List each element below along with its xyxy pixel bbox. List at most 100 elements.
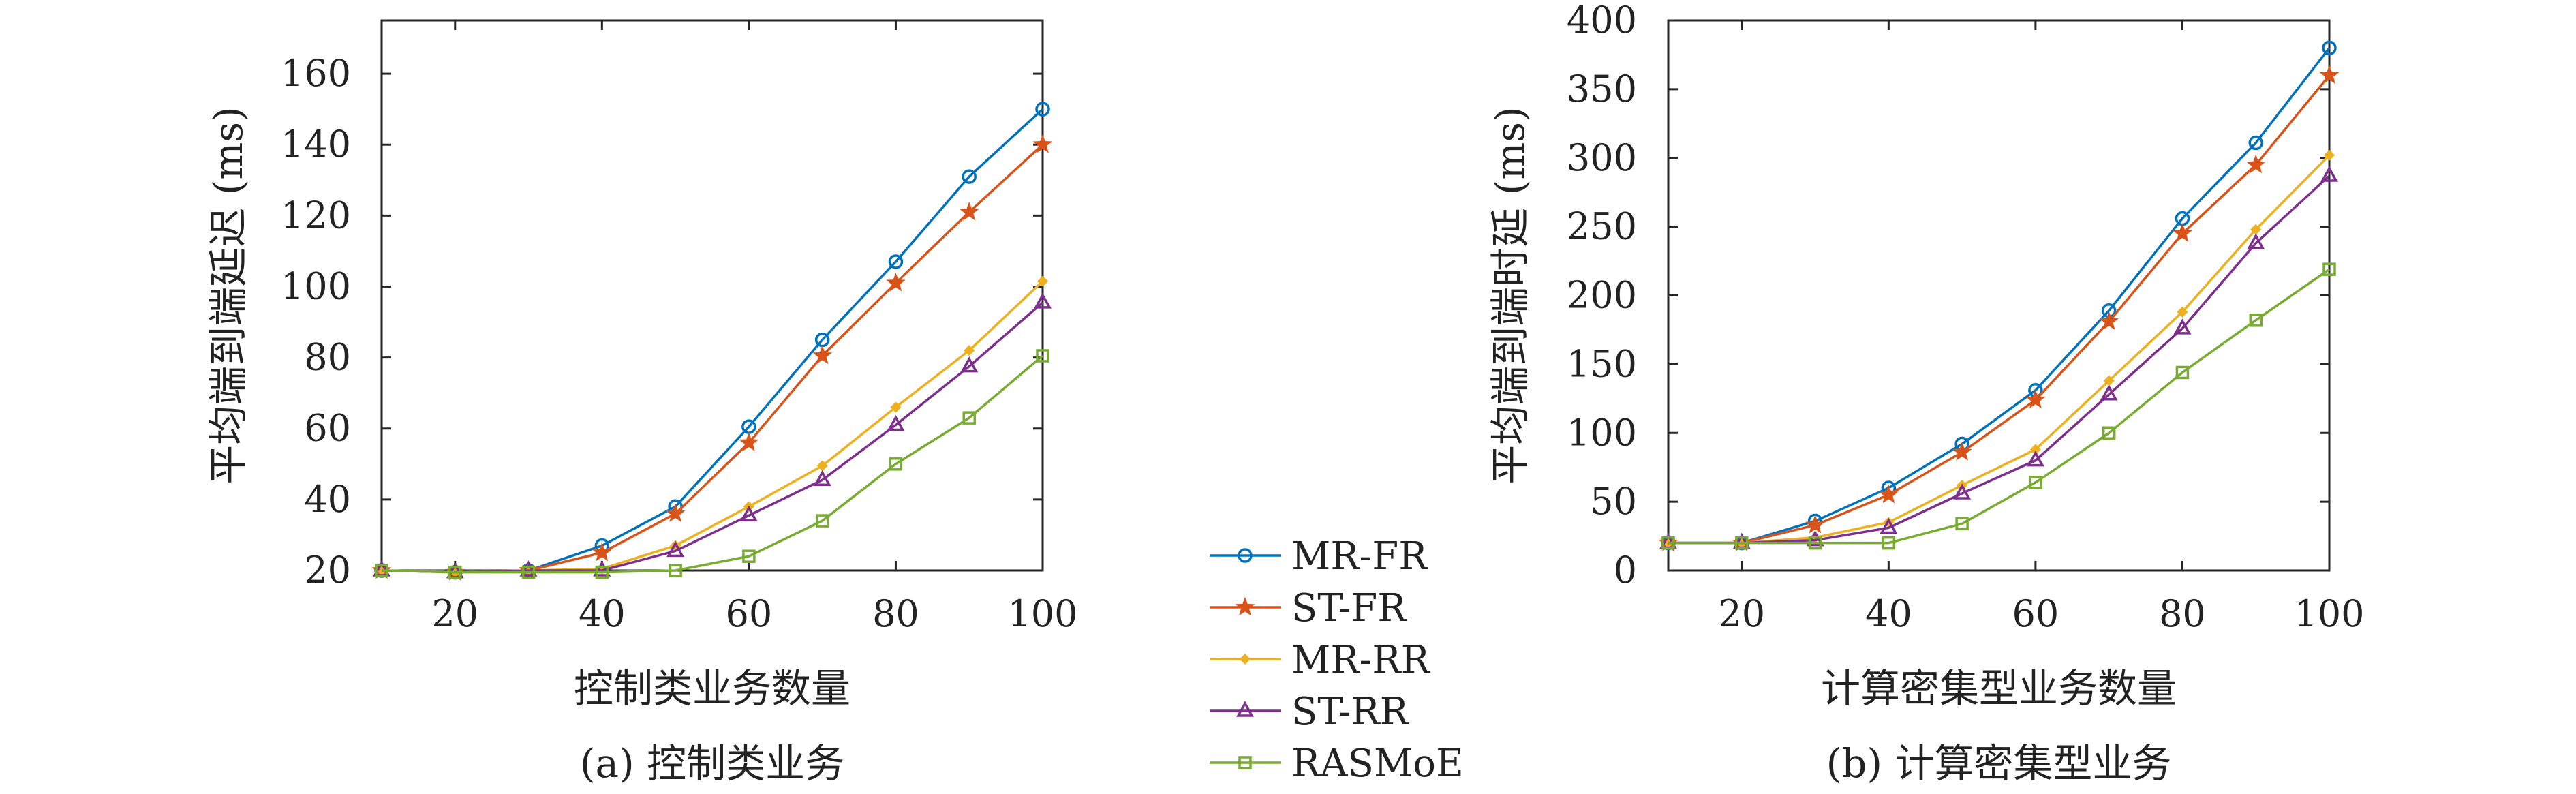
b-caption: (b) 计算密集型业务 xyxy=(1826,740,2172,787)
a-y-tick-label: 120 xyxy=(281,194,351,236)
b-point-st-rr xyxy=(1880,517,1898,534)
legend-entry-st-rr: ST-RR xyxy=(1210,690,1410,734)
a-point-mr-fr xyxy=(888,254,904,269)
a-y-tick-label: 100 xyxy=(281,264,351,307)
b-point-st-fr xyxy=(2319,65,2340,84)
b-y-tick-label: 0 xyxy=(1614,549,1637,592)
a-y-tick-label: 140 xyxy=(281,123,351,166)
legend-entry-mr-fr: MR-FR xyxy=(1210,534,1428,579)
a-point-rasmoe xyxy=(521,565,536,579)
legend-marker xyxy=(1239,653,1251,665)
a-point-rasmoe xyxy=(375,564,388,577)
a-point-st-fr xyxy=(1032,134,1053,153)
a-x-tick-label: 20 xyxy=(431,592,478,635)
legend-label: MR-FR xyxy=(1291,534,1428,579)
a-point-st-fr xyxy=(739,432,759,451)
a-point-mr-rr xyxy=(964,345,975,356)
b-point-rasmoe xyxy=(2249,314,2263,327)
b-y-tick-label: 150 xyxy=(1567,342,1637,385)
legend-label: ST-RR xyxy=(1291,690,1410,734)
panel-a: 20 40 60 80 100 20 40 60 80 100 120 140 160 控制类业务数量 平均… xyxy=(205,19,1078,787)
a-point-rasmoe xyxy=(595,565,609,579)
legend: MR-FR ST-FR MR-RR ST-RR RASMoE xyxy=(1189,528,1520,794)
legend-marker xyxy=(1238,548,1253,563)
legend-label: ST-FR xyxy=(1291,586,1407,630)
b-series-st-rr xyxy=(1659,166,2338,549)
a-point-mr-rr xyxy=(1037,275,1049,287)
b-point-st-fr xyxy=(1952,442,1972,461)
a-point-rasmoe xyxy=(448,565,462,579)
b-point-st-fr xyxy=(2099,311,2119,331)
a-point-st-rr xyxy=(813,470,831,486)
a-point-st-rr xyxy=(739,505,758,522)
a-point-st-rr xyxy=(593,560,611,577)
b-y-tick-label: 300 xyxy=(1567,136,1637,179)
b-x-tick-label: 100 xyxy=(2294,592,2364,635)
b-point-st-rr xyxy=(2173,318,2192,335)
legend-marker xyxy=(1236,701,1254,717)
a-point-st-rr xyxy=(887,414,905,431)
a-point-st-fr xyxy=(665,503,686,522)
b-point-st-fr xyxy=(2025,389,2046,409)
a-point-st-rr xyxy=(960,356,979,373)
a-x-tick-label: 80 xyxy=(872,592,919,635)
a-y-tick-label: 160 xyxy=(281,52,351,95)
b-point-st-rr xyxy=(2100,384,2118,401)
a-y-tick-label: 80 xyxy=(304,336,351,379)
legend-entry-rasmoe: RASMoE xyxy=(1210,742,1464,786)
b-point-rasmoe xyxy=(1808,536,1822,550)
b-y-tick-label: 400 xyxy=(1567,0,1637,42)
b-line-mr-fr xyxy=(1668,47,2331,545)
a-x-tick-label: 60 xyxy=(726,592,773,635)
a-point-st-fr xyxy=(959,201,979,221)
a-y-tick-label: 40 xyxy=(304,478,351,521)
b-y-tick-label: 250 xyxy=(1567,205,1637,248)
legend-marker xyxy=(1235,596,1255,616)
b-y-tick-label: 100 xyxy=(1567,411,1637,454)
b-y-axis-label: 平均端到端时延 (ms) xyxy=(1487,106,1533,484)
a-x-tick-label: 40 xyxy=(579,592,626,635)
a-point-rasmoe xyxy=(1036,349,1049,363)
a-point-st-rr xyxy=(1034,292,1052,309)
b-line-mr-rr xyxy=(1668,154,2331,545)
b-point-st-fr xyxy=(1878,484,1899,504)
a-x-tick-label: 100 xyxy=(1007,592,1077,635)
a-y-axis-label: 平均端到端延迟 (ms) xyxy=(205,106,251,484)
b-line-st-fr xyxy=(1668,74,2331,545)
a-point-rasmoe xyxy=(815,514,829,528)
b-y-tick-label: 350 xyxy=(1567,67,1637,110)
b-x-tick-label: 20 xyxy=(1718,592,1765,635)
a-line-rasmoe xyxy=(381,354,1044,574)
a-point-rasmoe xyxy=(889,457,903,471)
b-point-st-rr xyxy=(1806,530,1824,547)
b-y-tick-label: 200 xyxy=(1567,274,1637,317)
b-point-st-rr xyxy=(2320,166,2338,182)
b-point-st-rr xyxy=(2026,450,2044,467)
b-point-rasmoe xyxy=(2029,476,2042,489)
a-point-st-fr xyxy=(592,542,612,562)
b-point-rasmoe xyxy=(1882,536,1896,550)
b-series-rasmoe xyxy=(1661,262,2336,550)
b-line-rasmoe xyxy=(1668,268,2330,545)
b-point-rasmoe xyxy=(1661,536,1675,550)
b-plot-frame xyxy=(1667,19,2331,572)
a-series-rasmoe xyxy=(375,349,1049,579)
a-point-st-rr xyxy=(666,540,685,558)
a-point-st-fr xyxy=(886,273,906,292)
b-point-rasmoe xyxy=(2102,426,2116,440)
b-point-st-fr xyxy=(2245,154,2266,174)
legend-marker xyxy=(1238,756,1252,769)
a-point-st-rr xyxy=(519,560,538,577)
b-point-st-fr xyxy=(1805,515,1825,534)
b-point-mr-rr xyxy=(2177,306,2188,318)
a-caption: (a) 控制类业务 xyxy=(580,740,844,787)
a-y-tick-label: 20 xyxy=(304,549,351,592)
b-point-rasmoe xyxy=(2175,365,2190,380)
b-y-tick-label: 50 xyxy=(1590,480,1637,523)
a-y-tick-label: 60 xyxy=(304,407,351,450)
a-point-rasmoe xyxy=(669,564,682,577)
b-point-mr-fr xyxy=(2322,40,2337,56)
b-point-st-rr xyxy=(2247,233,2265,249)
b-x-tick-label: 60 xyxy=(2012,592,2059,635)
legend-entry-mr-rr: MR-RR xyxy=(1210,638,1431,682)
